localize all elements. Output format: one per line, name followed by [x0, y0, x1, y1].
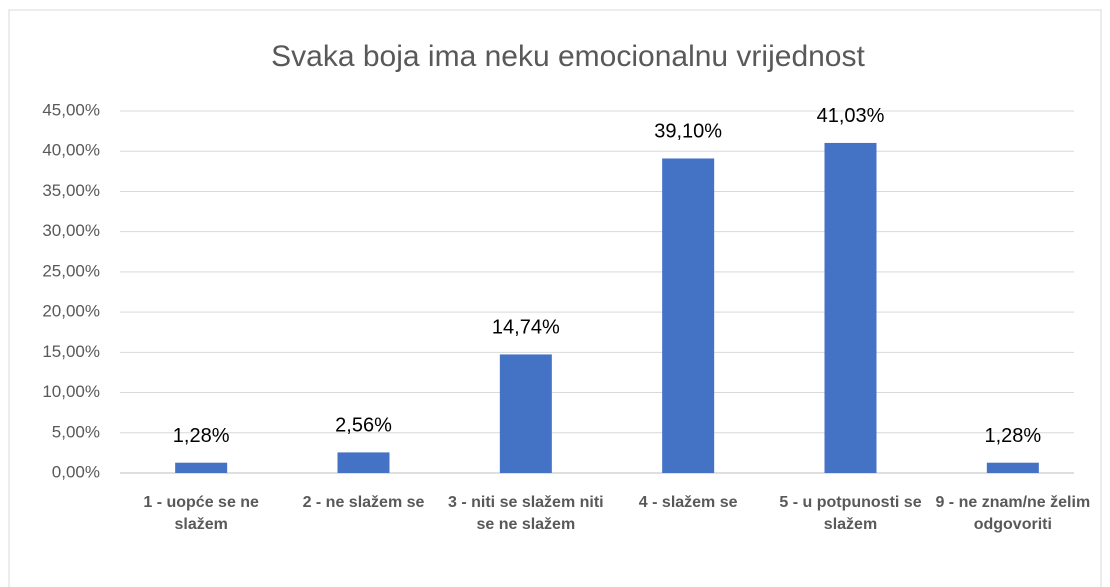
y-tick-label: 10,00% [42, 382, 100, 401]
bar [824, 142, 877, 473]
y-tick-label: 15,00% [42, 342, 100, 361]
data-label: 1,28% [173, 425, 230, 447]
chart-border [8, 9, 1102, 587]
bar [175, 462, 228, 473]
bar [337, 452, 390, 473]
bar [499, 354, 552, 473]
y-tick-label: 40,00% [42, 141, 100, 160]
x-tick-label: 5 - u potpunosti se slažem [779, 494, 922, 533]
y-tick-label: 45,00% [42, 100, 100, 119]
data-label: 41,03% [817, 105, 885, 127]
y-tick-label: 0,00% [52, 462, 100, 481]
bar [986, 462, 1039, 473]
x-tick-label: 4 - slažem se [638, 494, 738, 511]
x-tick-label: 1 - uopće se ne slažem [143, 494, 259, 533]
data-label: 1,28% [984, 425, 1041, 447]
x-tick-label: 9 - ne znam/ne želim odgovoriti [935, 494, 1091, 533]
y-tick-label: 25,00% [42, 261, 100, 280]
data-label: 39,10% [654, 121, 722, 143]
data-label: 2,56% [335, 415, 392, 437]
y-tick-label: 20,00% [42, 302, 100, 321]
y-tick-label: 5,00% [52, 422, 100, 441]
x-tick-label: 2 - ne slažem se [302, 494, 425, 511]
x-tick-label: 3 - niti se slažem niti se ne slažem [448, 494, 604, 533]
chart-title: Svaka boja ima neku emocionalnu vrijedno… [271, 40, 865, 73]
y-tick-label: 30,00% [42, 221, 100, 240]
bar [662, 158, 715, 473]
data-label: 14,74% [492, 317, 560, 339]
y-tick-label: 35,00% [42, 181, 100, 200]
